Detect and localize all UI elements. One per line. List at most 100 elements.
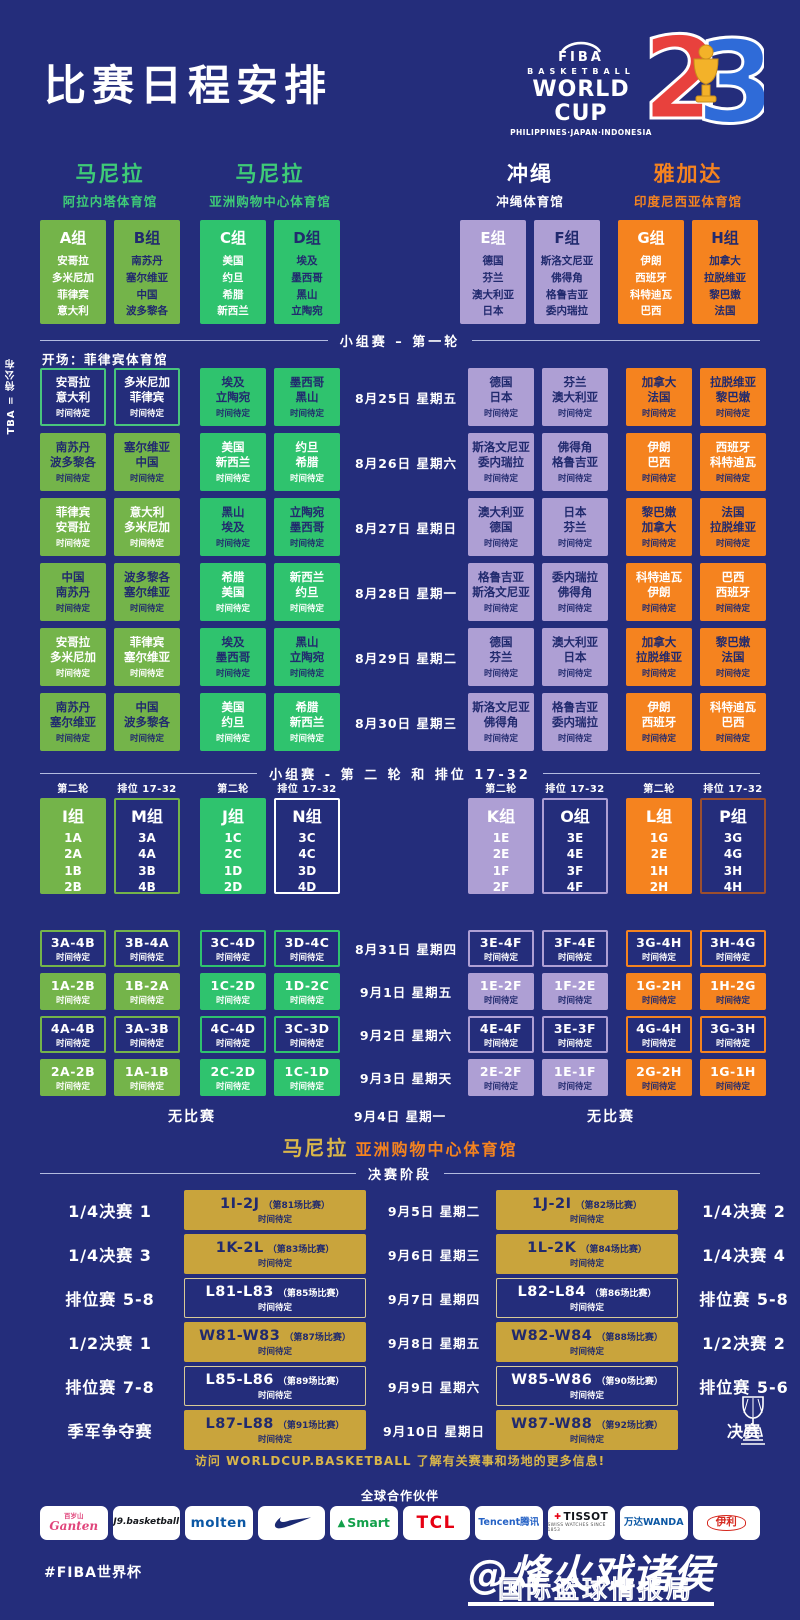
sponsor-text: molten <box>190 1514 247 1531</box>
team-name: 黎巴嫩 <box>715 634 751 649</box>
group-team: 黎巴嫩 <box>709 288 741 301</box>
match-time: 时间待定 <box>641 952 676 963</box>
group-name: C组 <box>219 229 246 247</box>
watermark-back-text: 国际篮球情报局 <box>498 1575 695 1605</box>
match-time: 时间待定 <box>641 669 676 680</box>
team-name: 塞尔维亚 <box>124 584 170 599</box>
match-time: 时间待定 <box>715 539 750 550</box>
match-card: 斯洛文尼亚 佛得角 时间待定 <box>468 693 534 751</box>
seed-code: 2A <box>64 847 82 862</box>
venue-column: 马尼拉 亚洲购物中心体育馆 C组 美国 约旦 希腊 新西兰 D组 埃及 墨西哥 黑山 立陶宛 <box>200 158 340 324</box>
seed-code: 1D <box>223 863 243 878</box>
match-date: 9月6日 星期三 <box>387 1247 481 1263</box>
team-name: 法国 <box>721 504 745 519</box>
game-number: （第88场比赛） <box>596 1332 663 1343</box>
seed-code: 3G <box>723 831 743 846</box>
group-card: O组 3E 4E 3F 4F <box>542 798 608 894</box>
venue-groups: G组 伊朗 西班牙 科特迪瓦 巴西 H组 加拿大 拉脱维亚 黎巴嫩 法国 <box>618 220 758 324</box>
match-time: 时间待定 <box>483 669 518 680</box>
team-name: 黎巴嫩 <box>641 504 677 519</box>
match-code: 2G-2H <box>636 1063 682 1079</box>
stage-label: 1/4决赛 4 <box>702 1246 786 1265</box>
svg-text:3: 3 <box>696 16 764 142</box>
stage-label: 排位赛 5-8 <box>699 1290 789 1309</box>
finals-divider: 决赛阶段 <box>40 1164 760 1183</box>
match-code: 4G-4H <box>636 1020 682 1036</box>
seed-code: 3C <box>298 831 316 846</box>
venue-column: 马尼拉 阿拉内塔体育馆 A组 安哥拉 多米尼加 菲律宾 意大利 B组 南苏丹 塞尔维亚 中国 波多黎各 <box>40 158 180 324</box>
match-time: 时间待定 <box>715 1038 750 1049</box>
match-time: 时间待定 <box>215 1081 250 1092</box>
team-name: 安哥拉 <box>55 634 91 649</box>
finals-match-line: W87-W88 （第92场比赛） <box>511 1416 663 1432</box>
match-card: 立陶宛 墨西哥 时间待定 <box>274 498 340 556</box>
nike-swoosh-icon <box>275 1516 312 1528</box>
group-team: 菲律宾 <box>57 288 89 301</box>
stage-label: 1/4决赛 1 <box>68 1202 152 1221</box>
finals-match-card: L87-L88 （第91场比赛） 时间待定 <box>184 1410 366 1450</box>
match-time: 时间待定 <box>483 409 518 420</box>
match-time: 时间待定 <box>55 539 90 550</box>
match-card: 2E-2F 时间待定 <box>468 1059 534 1096</box>
round2-column-label: 排位 17-32 <box>117 784 177 795</box>
match-card: 德国 芬兰 时间待定 <box>468 628 534 686</box>
venue-city: 马尼拉 <box>75 162 145 186</box>
group-card: E组 德国 芬兰 澳大利亚 日本 <box>460 220 526 324</box>
team-name: 新西兰 <box>289 714 325 729</box>
team-name: 加拿大 <box>641 519 677 534</box>
game-number: （第83场比赛） <box>267 1244 335 1255</box>
team-name: 澳大利亚 <box>552 634 598 649</box>
stage-label: 1/2决赛 1 <box>68 1334 152 1353</box>
finals-arena: 亚洲购物中心体育馆 <box>355 1140 518 1159</box>
match-card: 南苏丹 波多黎各 时间待定 <box>40 433 106 491</box>
game-number: （第89场比赛） <box>277 1376 345 1387</box>
seed-code: 3A <box>138 831 156 846</box>
team-name: 黎巴嫩 <box>715 389 751 404</box>
seed-code: 1H <box>649 863 669 878</box>
venue-groups: A组 安哥拉 多米尼加 菲律宾 意大利 B组 南苏丹 塞尔维亚 中国 波多黎各 <box>40 220 180 324</box>
match-time: 时间待定 <box>557 669 592 680</box>
group-name: P组 <box>719 807 747 827</box>
page-title: 比赛日程安排 <box>44 61 333 110</box>
no-games-label: 无比赛 <box>168 1109 216 1125</box>
match-date: 9月7日 星期四 <box>387 1291 481 1307</box>
finals-match-line: 1J-2I （第82场比赛） <box>532 1196 642 1212</box>
team-name: 芬兰 <box>489 649 513 664</box>
group-name: E组 <box>480 229 506 247</box>
team-name: 伊朗 <box>647 699 671 714</box>
venue-arena: 印度尼西亚体育馆 <box>633 194 742 209</box>
group-card: P组 3G 4G 3H 4H <box>700 798 766 894</box>
group-name: J组 <box>222 807 244 827</box>
seed-code: 4E <box>566 847 584 862</box>
match-card: 佛得角 格鲁吉亚 时间待定 <box>542 433 608 491</box>
group-team: 波多黎各 <box>126 305 168 318</box>
group-card: L组 1G 2E 1H 2H <box>626 798 692 894</box>
seed-code: 1F <box>492 863 510 878</box>
team-name: 立陶宛 <box>289 504 325 519</box>
match-date: 8月30日 星期三 <box>355 715 457 731</box>
team-name: 法国 <box>647 389 671 404</box>
match-card: 约旦 希腊 时间待定 <box>274 433 340 491</box>
team-name: 委内瑞拉 <box>478 454 524 469</box>
match-date: 9月2日 星期六 <box>359 1028 453 1043</box>
group-card: G组 伊朗 西班牙 科特迪瓦 巴西 <box>618 220 684 324</box>
group-team: 科特迪瓦 <box>630 288 672 301</box>
team-name: 佛得角 <box>557 584 593 599</box>
match-card: 斯洛文尼亚 委内瑞拉 时间待定 <box>468 433 534 491</box>
team-name: 希腊 <box>221 569 245 584</box>
match-code: 1G-2H <box>636 977 682 993</box>
match-card: 希腊 美国 时间待定 <box>200 563 266 621</box>
schedule-row: 4A-4B 时间待定 3A-3B 时间待定 4C-4D 时间待定 3C-3D 时间待定 9月2日… <box>0 1016 800 1053</box>
group-team: 格鲁吉亚 <box>546 288 588 301</box>
round1-divider: 小组赛 – 第一轮 <box>40 331 760 350</box>
seed-code: 4D <box>297 879 317 894</box>
group-name: I组 <box>62 807 84 827</box>
match-card: 希腊 新西兰 时间待定 <box>274 693 340 751</box>
match-time: 时间待定 <box>483 1038 518 1049</box>
match-card: 2A-2B 时间待定 <box>40 1059 106 1096</box>
match-code: 3A-3B <box>124 1020 170 1036</box>
match-code: 3H-4G <box>710 934 756 950</box>
match-code: 1K-2L <box>215 1239 264 1256</box>
team-name: 意大利 <box>129 504 165 519</box>
match-time: 时间待定 <box>289 604 324 615</box>
